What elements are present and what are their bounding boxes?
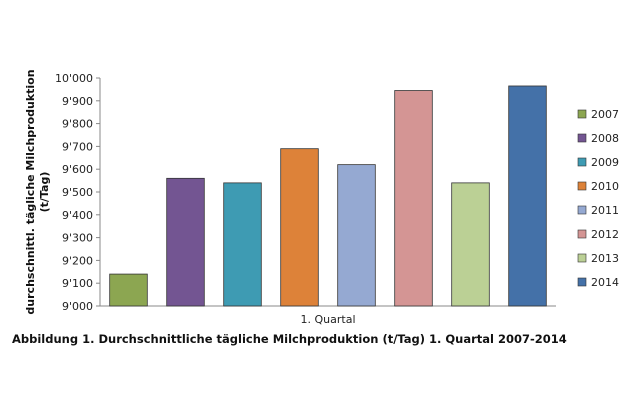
legend-swatch-2012 [577,229,587,239]
bar-2010 [280,148,319,307]
legend-swatch-2013 [577,253,587,263]
y-tick-label: 9'400 [62,209,93,222]
legend-label-2011: 2011 [591,204,619,217]
y-tick-label: 9'100 [62,277,93,290]
bar-2008 [166,177,205,307]
legend-label-2012: 2012 [591,228,619,241]
legend-label-2009: 2009 [591,156,619,169]
y-axis-label-line1: durchschnittl. tägliche Milchproduktion [24,69,37,314]
y-axis-label-line2: (t/Tag) [38,172,51,213]
x-axis-label: 1. Quartal [301,313,356,326]
y-tick-label: 9'600 [62,163,93,176]
legend-label-2014: 2014 [591,276,619,289]
legend-swatch-2014 [577,277,587,287]
legend-swatch-2008 [577,133,587,143]
y-tick-label: 9'900 [62,95,93,108]
y-tick-label: 9'700 [62,140,93,153]
legend-label-2010: 2010 [591,180,619,193]
y-tick-label: 9'300 [62,232,93,245]
y-tick-label: 9'000 [62,300,93,313]
bar-2009 [223,182,262,307]
legend-label-2008: 2008 [591,132,619,145]
legend: 2007 2008 2009 2010 2011 2012 2013 2014 [577,108,619,289]
legend-swatch-2011 [577,205,587,215]
bar-2007 [109,273,148,307]
legend-label-2007: 2007 [591,108,619,121]
y-tick-label: 9'800 [62,118,93,131]
y-tick-label: 10'000 [55,72,93,85]
y-tick-label: 9'200 [62,254,93,267]
legend-label-2013: 2013 [591,252,619,265]
bar-2011 [337,164,376,307]
bar-chart: 9'000 9'100 9'200 9'300 9'400 9'500 9'600 9'700… [24,69,619,326]
legend-swatch-2009 [577,157,587,167]
bar-2014 [508,85,547,307]
legend-swatch-2007 [577,109,587,119]
legend-swatch-2010 [577,181,587,191]
bars [109,85,547,307]
bar-2012 [394,90,433,307]
bar-2013 [451,182,490,307]
y-tick-label: 9'500 [62,186,93,199]
figure-caption: Abbildung 1. Durchschnittliche tägliche … [12,332,567,346]
y-axis: 9'000 9'100 9'200 9'300 9'400 9'500 9'600 9'700… [55,72,556,313]
